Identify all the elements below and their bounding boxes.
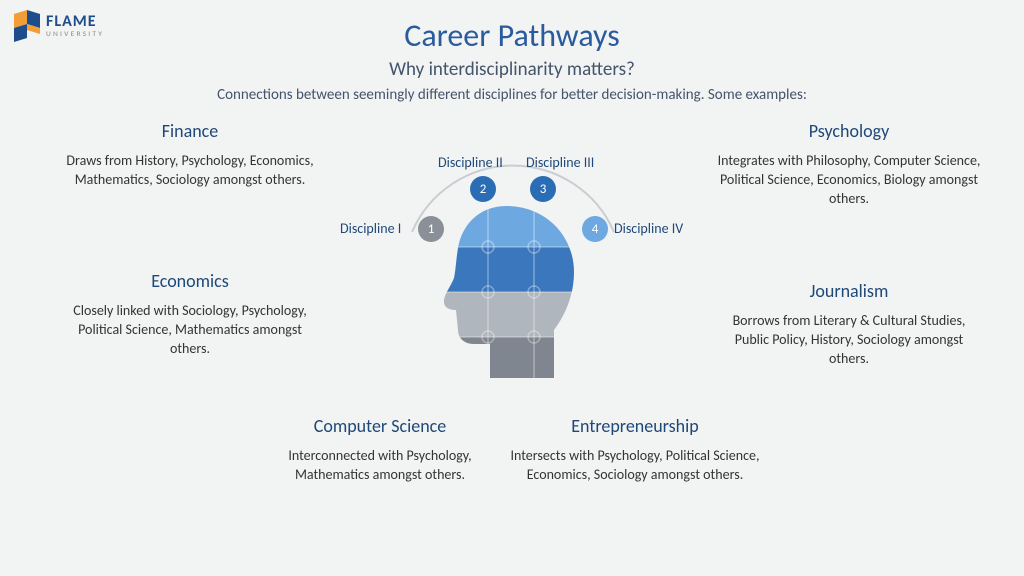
node-3: 3 — [530, 176, 556, 202]
body-compsci: Interconnected with Psychology, Mathemat… — [255, 447, 505, 485]
body-entre: Intersects with Psychology, Political Sc… — [510, 447, 760, 485]
page-title: Career Pathways — [0, 16, 1024, 55]
block-entre: Entrepreneurship Intersects with Psychol… — [510, 415, 760, 485]
node-2: 2 — [470, 176, 496, 202]
node-label-2: Discipline II — [438, 154, 503, 171]
heading-psychology: Psychology — [714, 120, 984, 142]
body-psychology: Integrates with Philosophy, Computer Sci… — [714, 152, 984, 209]
body-economics: Closely linked with Sociology, Psycholog… — [60, 302, 320, 359]
block-psychology: Psychology Integrates with Philosophy, C… — [714, 120, 984, 209]
center-diagram: 1 2 3 4 Discipline I Discipline II Disci… — [370, 140, 654, 400]
block-finance: Finance Draws from History, Psychology, … — [60, 120, 320, 190]
body-finance: Draws from History, Psychology, Economic… — [60, 152, 320, 190]
heading-economics: Economics — [60, 270, 320, 292]
intro-text: Connections between seemingly different … — [0, 86, 1024, 104]
node-label-1: Discipline I — [340, 220, 401, 237]
block-journalism: Journalism Borrows from Literary & Cultu… — [714, 280, 984, 369]
heading-compsci: Computer Science — [255, 415, 505, 437]
heading-entre: Entrepreneurship — [510, 415, 760, 437]
page-subtitle: Why interdisciplinarity matters? — [0, 58, 1024, 81]
heading-journalism: Journalism — [714, 280, 984, 302]
node-4: 4 — [582, 216, 608, 242]
node-label-3: Discipline III — [526, 154, 594, 171]
block-compsci: Computer Science Interconnected with Psy… — [255, 415, 505, 485]
block-economics: Economics Closely linked with Sociology,… — [60, 270, 320, 359]
node-label-4: Discipline IV — [614, 220, 683, 237]
heading-finance: Finance — [60, 120, 320, 142]
head-puzzle-icon — [442, 202, 582, 382]
body-journalism: Borrows from Literary & Cultural Studies… — [714, 312, 984, 369]
node-1: 1 — [418, 216, 444, 242]
